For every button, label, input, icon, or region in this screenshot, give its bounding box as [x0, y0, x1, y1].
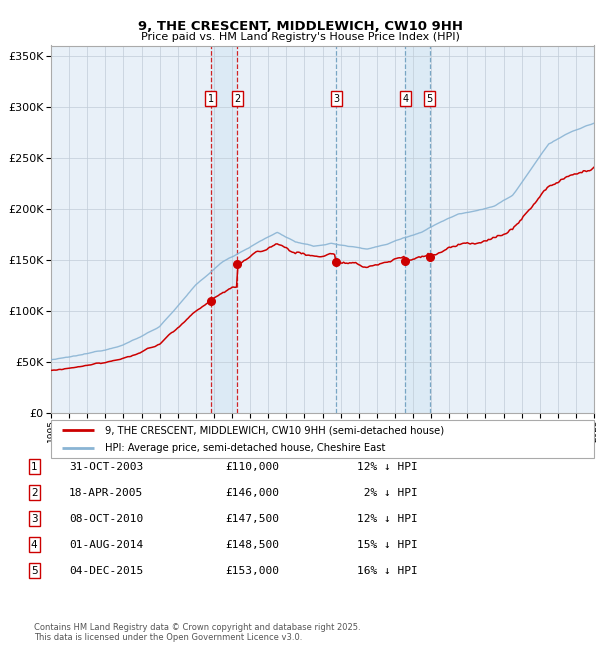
Text: £110,000: £110,000	[225, 462, 279, 472]
Text: 3: 3	[31, 514, 38, 524]
Text: £148,500: £148,500	[225, 540, 279, 550]
Text: 4: 4	[403, 94, 409, 103]
Text: £153,000: £153,000	[225, 566, 279, 576]
Text: 01-AUG-2014: 01-AUG-2014	[69, 540, 143, 550]
Text: 4: 4	[31, 540, 38, 550]
Text: 2: 2	[31, 488, 38, 498]
Text: 16% ↓ HPI: 16% ↓ HPI	[357, 566, 418, 576]
Text: 1: 1	[208, 94, 214, 103]
Text: 9, THE CRESCENT, MIDDLEWICH, CW10 9HH: 9, THE CRESCENT, MIDDLEWICH, CW10 9HH	[137, 20, 463, 32]
Text: 2% ↓ HPI: 2% ↓ HPI	[357, 488, 418, 498]
FancyBboxPatch shape	[51, 420, 594, 458]
Bar	[406, 46, 430, 413]
Text: 3: 3	[334, 94, 340, 103]
Text: 5: 5	[31, 566, 38, 576]
Text: 2: 2	[235, 94, 241, 103]
Text: 12% ↓ HPI: 12% ↓ HPI	[357, 462, 418, 472]
Bar	[211, 46, 238, 413]
Text: 31-OCT-2003: 31-OCT-2003	[69, 462, 143, 472]
Text: 04-DEC-2015: 04-DEC-2015	[69, 566, 143, 576]
Text: HPI: Average price, semi-detached house, Cheshire East: HPI: Average price, semi-detached house,…	[106, 443, 386, 453]
Text: Price paid vs. HM Land Registry's House Price Index (HPI): Price paid vs. HM Land Registry's House …	[140, 32, 460, 42]
Text: £147,500: £147,500	[225, 514, 279, 524]
Text: 1: 1	[31, 462, 38, 472]
Text: 18-APR-2005: 18-APR-2005	[69, 488, 143, 498]
Text: 9, THE CRESCENT, MIDDLEWICH, CW10 9HH (semi-detached house): 9, THE CRESCENT, MIDDLEWICH, CW10 9HH (s…	[106, 426, 445, 436]
Text: 15% ↓ HPI: 15% ↓ HPI	[357, 540, 418, 550]
Text: £146,000: £146,000	[225, 488, 279, 498]
Text: 12% ↓ HPI: 12% ↓ HPI	[357, 514, 418, 524]
Text: 08-OCT-2010: 08-OCT-2010	[69, 514, 143, 524]
Text: 5: 5	[427, 94, 433, 103]
Text: Contains HM Land Registry data © Crown copyright and database right 2025.
This d: Contains HM Land Registry data © Crown c…	[34, 623, 361, 642]
